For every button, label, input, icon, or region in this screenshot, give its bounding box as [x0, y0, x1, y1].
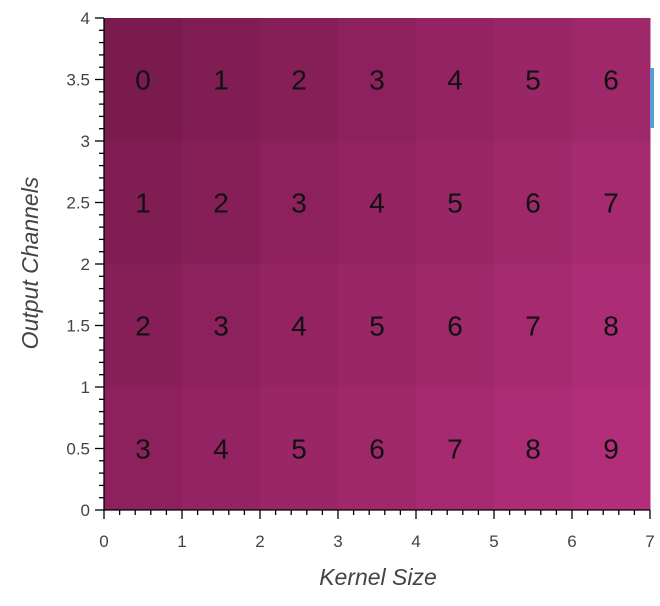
x-tick-label: 2: [255, 532, 264, 551]
y-tick-label: 1.5: [66, 317, 90, 336]
axes: 0 1 2 3 4 5 6 7 0 0.5 1 1.5 2 2.5 3 3.5 4: [66, 9, 654, 551]
cell-value-label: 5: [447, 188, 463, 219]
heatmap-cell: [182, 264, 261, 388]
heatmap-cell: [572, 264, 651, 388]
cell-value-label: 8: [603, 311, 619, 342]
heatmap-cell-labels: 0 1 2 3 4 5 6 1 2 3 4 5 6 7 2 3 4 5 6 7 8 3 4 5 6 7 8 9: [135, 65, 619, 465]
heatmap-cell: [260, 387, 339, 511]
cell-value-label: 1: [135, 188, 151, 219]
cell-value-label: 6: [525, 188, 541, 219]
heatmap-cell: [260, 141, 339, 265]
heatmap-cell: [416, 18, 495, 142]
y-tick-label: 1: [81, 378, 90, 397]
cell-value-label: 3: [213, 311, 229, 342]
heatmap-cell: [182, 18, 261, 142]
cell-value-label: 2: [291, 65, 307, 96]
x-tick-label: 1: [177, 532, 186, 551]
heatmap-cell: [260, 18, 339, 142]
cell-value-label: 4: [447, 65, 463, 96]
cell-value-label: 3: [369, 65, 385, 96]
heatmap-cell: [104, 264, 183, 388]
heatmap-cell: [104, 18, 183, 142]
cell-value-label: 5: [369, 311, 385, 342]
heatmap-cell: [182, 141, 261, 265]
scroll-indicator[interactable]: [650, 68, 654, 128]
heatmap-cell: [572, 387, 651, 511]
cell-value-label: 6: [447, 311, 463, 342]
x-tick-label: 7: [645, 532, 654, 551]
heatmap-cell: [416, 141, 495, 265]
cell-value-label: 9: [603, 434, 619, 465]
x-tick-label: 5: [489, 532, 498, 551]
cell-value-label: 2: [213, 188, 229, 219]
cell-value-label: 8: [525, 434, 541, 465]
cell-value-label: 4: [213, 434, 229, 465]
cell-value-label: 6: [603, 65, 619, 96]
cell-value-label: 4: [369, 188, 385, 219]
cell-value-label: 3: [291, 188, 307, 219]
cell-value-label: 7: [603, 188, 619, 219]
y-tick-label: 2: [81, 255, 90, 274]
x-axis-title: Kernel Size: [319, 564, 437, 590]
cell-value-label: 5: [291, 434, 307, 465]
heatmap-cell: [416, 264, 495, 388]
heatmap-cell: [494, 18, 573, 142]
cell-value-label: 7: [525, 311, 541, 342]
y-tick-label: 4: [81, 9, 90, 28]
y-tick-label: 0.5: [66, 440, 90, 459]
y-tick-label: 2.5: [66, 194, 90, 213]
heatmap-cell: [572, 18, 651, 142]
cell-value-label: 1: [213, 65, 229, 96]
x-tick-label: 4: [411, 532, 420, 551]
x-tick-label: 6: [567, 532, 576, 551]
y-tick-label: 3.5: [66, 71, 90, 90]
heatmap-cell: [338, 264, 417, 388]
cell-value-label: 0: [135, 65, 151, 96]
cell-value-label: 4: [291, 311, 307, 342]
heatmap-cell: [494, 387, 573, 511]
heatmap-cell: [260, 264, 339, 388]
x-tick-label: 3: [333, 532, 342, 551]
y-axis-title: Output Channels: [17, 176, 43, 349]
heatmap-cell: [494, 141, 573, 265]
heatmap-cell: [338, 18, 417, 142]
heatmap-cell: [572, 141, 651, 265]
x-tick-label: 0: [99, 532, 108, 551]
cell-value-label: 2: [135, 311, 151, 342]
heatmap-cell: [416, 387, 495, 511]
heatmap-cells: [104, 18, 651, 511]
heatmap-cell: [104, 387, 183, 511]
heatmap-cell: [494, 264, 573, 388]
heatmap-cell: [182, 387, 261, 511]
cell-value-label: 6: [369, 434, 385, 465]
cell-value-label: 3: [135, 434, 151, 465]
cell-value-label: 7: [447, 434, 463, 465]
heatmap-cell: [104, 141, 183, 265]
y-tick-label: 0: [81, 501, 90, 520]
y-tick-label: 3: [81, 132, 90, 151]
cell-value-label: 5: [525, 65, 541, 96]
heatmap-cell: [338, 387, 417, 511]
heatmap-cell: [338, 141, 417, 265]
